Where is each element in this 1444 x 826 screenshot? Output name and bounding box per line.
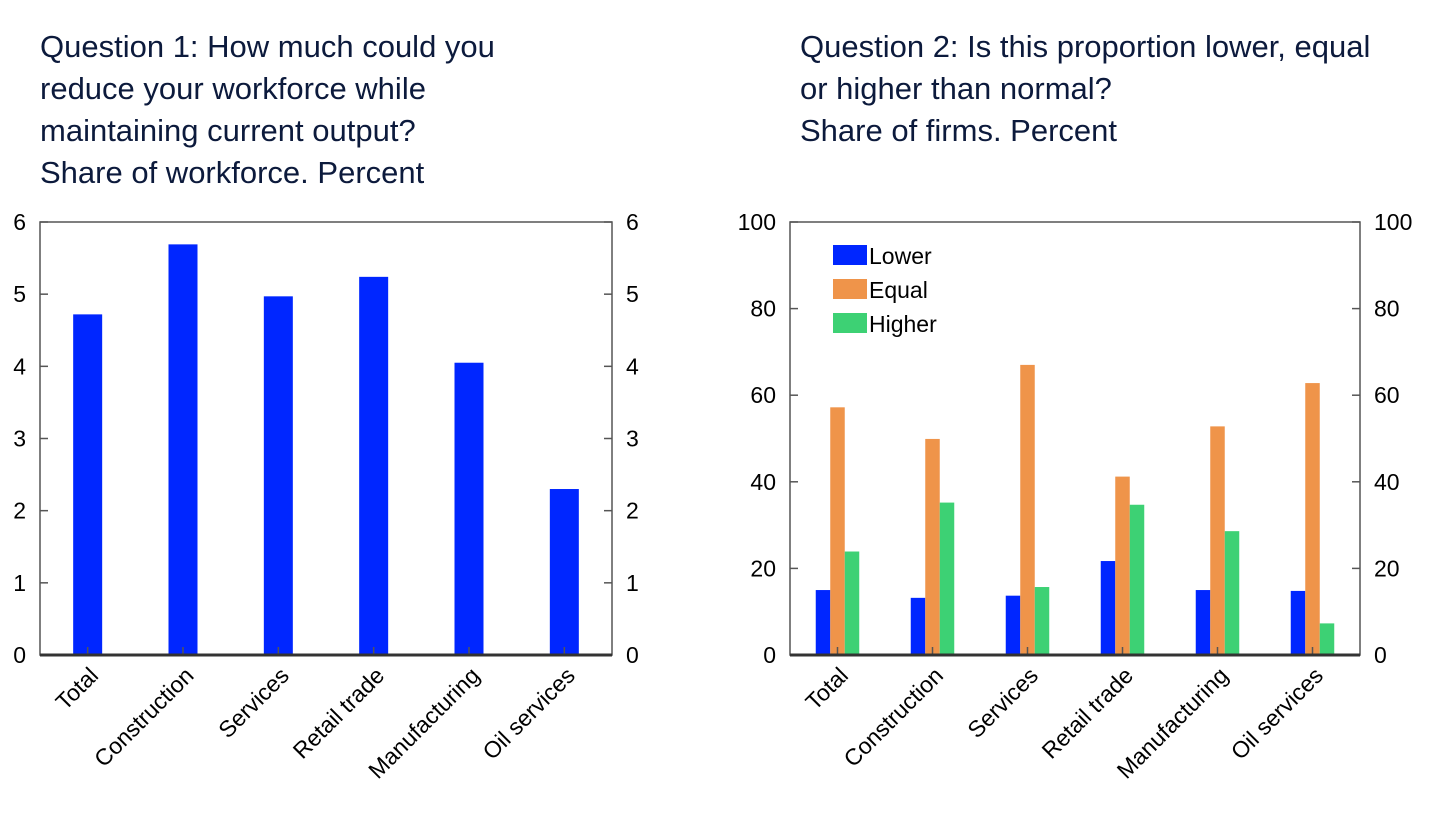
chart2-left-tick-label: 80 (750, 296, 776, 322)
chart1-right-tick-label: 1 (626, 570, 639, 596)
chart2-left-tick-label: 40 (750, 469, 776, 495)
chart1-left-tick-label: 4 (13, 353, 26, 379)
chart1-plot-frame (39, 221, 613, 656)
chart2-bar-higher-services (1034, 587, 1050, 655)
chart2-bar-equal-construction (925, 438, 940, 655)
chart2-right-tick-label: 0 (1374, 642, 1387, 668)
chart2-left-tick-label: 60 (750, 382, 776, 408)
chart1-title: Question 1: How much could you reduce yo… (40, 29, 495, 190)
legend-swatch-lower (833, 245, 867, 265)
chart1-bar-value-total (73, 314, 103, 655)
legend-swatch-equal (833, 279, 867, 299)
chart1-bar-value-manufacturing (454, 362, 484, 655)
chart2-bar-lower-total (815, 590, 831, 655)
chart1-bar-value-construction (168, 244, 198, 655)
chart2-bar-equal-retail-trade (1115, 476, 1130, 655)
chart2-bar-higher-construction (939, 502, 955, 655)
chart2-bar-lower-manufacturing (1195, 590, 1211, 655)
chart1-left-tick-label: 2 (13, 498, 26, 524)
chart1-right-tick-label: 5 (626, 281, 639, 307)
chart2-bar-equal-oil-services (1305, 383, 1320, 655)
chart2-right-tick-label: 40 (1374, 469, 1400, 495)
chart2-bar-lower-oil-services (1290, 590, 1306, 655)
chart1-right-tick-label: 3 (626, 426, 639, 452)
chart1-right-tick-label: 2 (626, 498, 639, 524)
chart2-right-tick-label: 80 (1374, 296, 1400, 322)
chart2-bar-equal-total (830, 407, 845, 655)
chart2-bar-higher-manufacturing (1224, 531, 1240, 655)
chart2-x-label: Services (962, 662, 1043, 743)
chart2-left-tick-label: 100 (738, 209, 776, 235)
chart1-left-tick-label: 0 (13, 642, 26, 668)
legend-swatch-higher (833, 313, 867, 333)
chart1-left-tick-label: 6 (13, 209, 26, 235)
chart2-bar-higher-oil-services (1319, 623, 1335, 655)
chart2-bar-equal-manufacturing (1210, 426, 1225, 655)
chart1-right-tick-label: 0 (626, 642, 639, 668)
legend-label-lower: Lower (869, 243, 932, 269)
chart1-left-tick-label: 3 (13, 426, 26, 452)
chart2-bar-higher-retail-trade (1129, 504, 1145, 655)
chart2-x-label: Construction (838, 662, 948, 772)
chart1-right-tick-label: 6 (626, 209, 639, 235)
chart1-bar-value-retail-trade (359, 276, 389, 655)
chart1-bar-value-oil-services (549, 489, 579, 655)
chart2-right-tick-label: 20 (1374, 555, 1400, 581)
chart1-x-label: Oil services (477, 662, 579, 764)
chart2-x-label: Oil services (1226, 662, 1328, 764)
chart1-right-tick-label: 4 (626, 353, 639, 379)
chart2-x-label: Retail trade (1036, 662, 1138, 764)
chart1-bar-value-services (263, 296, 293, 655)
chart2-bar-lower-retail-trade (1100, 561, 1116, 655)
chart1-x-label: Services (213, 662, 294, 743)
chart2-bar-lower-construction (910, 597, 926, 655)
chart2-bar-lower-services (1005, 595, 1021, 655)
legend-label-higher: Higher (869, 311, 937, 337)
chart2-right-tick-label: 60 (1374, 382, 1400, 408)
chart2-bar-equal-services (1020, 364, 1035, 655)
chart1-left-tick-label: 1 (13, 570, 26, 596)
chart1-x-label: Total (50, 662, 103, 715)
chart1-left-tick-label: 5 (13, 281, 26, 307)
chart2-bar-higher-total (844, 551, 860, 655)
chart2-left-tick-label: 0 (763, 642, 776, 668)
chart2-x-label: Total (800, 662, 853, 715)
chart2-title: Question 2: Is this proportion lower, eq… (800, 29, 1371, 148)
chart1-x-label: Construction (89, 662, 199, 772)
chart2-right-tick-label: 100 (1374, 209, 1412, 235)
chart2-left-tick-label: 20 (750, 555, 776, 581)
chart1-x-label: Retail trade (288, 662, 390, 764)
legend-label-equal: Equal (869, 277, 928, 303)
